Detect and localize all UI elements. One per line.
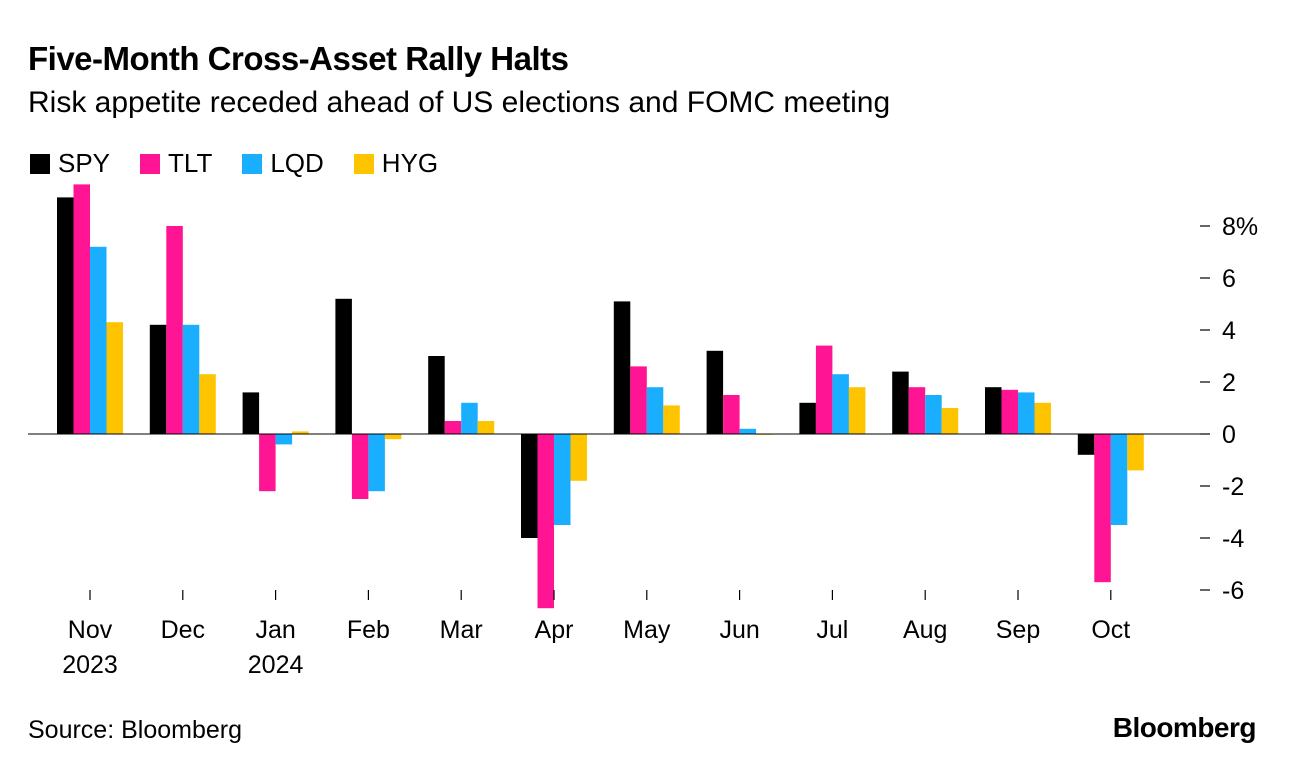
bar-tlt-sep [1001, 389, 1018, 434]
legend-label-tlt: TLT [168, 148, 213, 178]
bar-spy-aug [892, 371, 909, 434]
legend-label-hyg: HYG [381, 148, 439, 178]
bar-hyg-apr [570, 434, 587, 481]
bar-hyg-mar [477, 421, 495, 434]
x-tick-label-aug: Aug [903, 616, 947, 644]
x-tick-label-feb: Feb [347, 616, 390, 644]
bar-spy-oct [1077, 434, 1095, 455]
bar-hyg-dec [199, 374, 216, 434]
bar-tlt-aug [908, 387, 926, 434]
bar-lqd-mar [461, 402, 478, 434]
y-tick-label: 6 [1222, 265, 1236, 293]
bar-lqd-jun [739, 428, 757, 434]
bar-spy-sep [985, 387, 1002, 434]
y-tick-label: 2 [1222, 369, 1236, 397]
y-tick-label: -4 [1222, 525, 1244, 553]
bar-lqd-nov [90, 246, 107, 434]
y-tick-label: -6 [1222, 577, 1244, 605]
bar-hyg-feb [384, 434, 402, 440]
x-tick-label-sep: Sep [996, 616, 1040, 644]
legend-item-spy: SPY [30, 148, 110, 179]
bar-lqd-feb [368, 434, 385, 492]
bloomberg-logo: Bloomberg [1112, 712, 1257, 743]
bar-tlt-oct [1094, 434, 1111, 583]
legend-swatch-spy [30, 153, 50, 174]
x-tick-label-apr: Apr [535, 616, 574, 644]
y-tick-label: 8% [1222, 213, 1258, 241]
x-tick-label-nov: Nov [68, 616, 113, 644]
bar-tlt-jun [723, 395, 740, 434]
x-tick-label-may: May [623, 616, 671, 644]
legend-item-lqd: LQD [242, 148, 324, 179]
x-tick-label-jan: Jan [255, 616, 295, 644]
legend-label-lqd: LQD [270, 148, 324, 178]
legend-swatch-tlt [140, 153, 161, 174]
bar-tlt-jan [259, 434, 276, 492]
x-tick-label-dec: Dec [161, 616, 205, 644]
bar-tlt-mar [444, 421, 462, 434]
chart-subtitle: Risk appetite receded ahead of US electi… [28, 86, 891, 119]
y-tick-label: 0 [1222, 421, 1236, 449]
legend-swatch-hyg [353, 153, 374, 174]
bar-hyg-sep [1034, 402, 1051, 434]
y-tick-label: -2 [1222, 473, 1244, 501]
legend-item-hyg: HYG [353, 148, 439, 179]
legend-item-tlt: TLT [140, 148, 212, 179]
bar-hyg-may [663, 405, 680, 434]
bar-lqd-dec [182, 324, 200, 434]
chart-title: Five-Month Cross-Asset Rally Halts [28, 40, 569, 77]
bar-spy-dec [149, 324, 167, 434]
legend: SPY TLT LQD HYG [30, 148, 438, 179]
x-tick-label-jun: Jun [719, 616, 759, 644]
bar-spy-jun [706, 350, 724, 434]
bar-hyg-jan [292, 431, 309, 434]
bar-lqd-apr [554, 434, 571, 525]
bar-tlt-nov [73, 184, 90, 434]
x-tick-label-oct: Oct [1091, 616, 1130, 644]
y-tick-label: 4 [1222, 317, 1236, 345]
bar-tlt-feb [351, 434, 369, 499]
x-tick-year-label: 2023 [62, 651, 118, 679]
bar-spy-feb [335, 298, 352, 434]
x-tick-label-mar: Mar [440, 616, 483, 644]
bar-hyg-nov [106, 322, 123, 434]
bar-spy-apr [521, 434, 538, 538]
bar-lqd-may [646, 387, 664, 434]
bar-lqd-jan [275, 434, 293, 445]
bar-spy-mar [428, 356, 445, 434]
bar-tlt-may [630, 366, 647, 434]
bar-tlt-apr [537, 434, 554, 609]
x-tick-label-jul: Jul [816, 616, 848, 644]
legend-label-spy: SPY [58, 148, 111, 178]
bar-hyg-aug [941, 408, 959, 434]
bar-tlt-jul [815, 345, 833, 434]
x-tick-year-label: 2024 [248, 651, 304, 679]
bar-lqd-oct [1110, 434, 1128, 525]
legend-swatch-lqd [242, 153, 263, 174]
bar-spy-jan [242, 392, 260, 434]
bar-hyg-oct [1127, 434, 1144, 471]
bar-spy-may [613, 301, 631, 434]
bar-lqd-sep [1018, 392, 1035, 434]
bar-lqd-aug [925, 395, 942, 434]
bar-lqd-jul [832, 374, 849, 434]
source-note: Source: Bloomberg [28, 716, 243, 744]
bar-hyg-jul [848, 387, 866, 434]
bar-spy-jul [799, 402, 816, 434]
bar-tlt-dec [166, 226, 183, 434]
bar-spy-nov [57, 197, 74, 434]
